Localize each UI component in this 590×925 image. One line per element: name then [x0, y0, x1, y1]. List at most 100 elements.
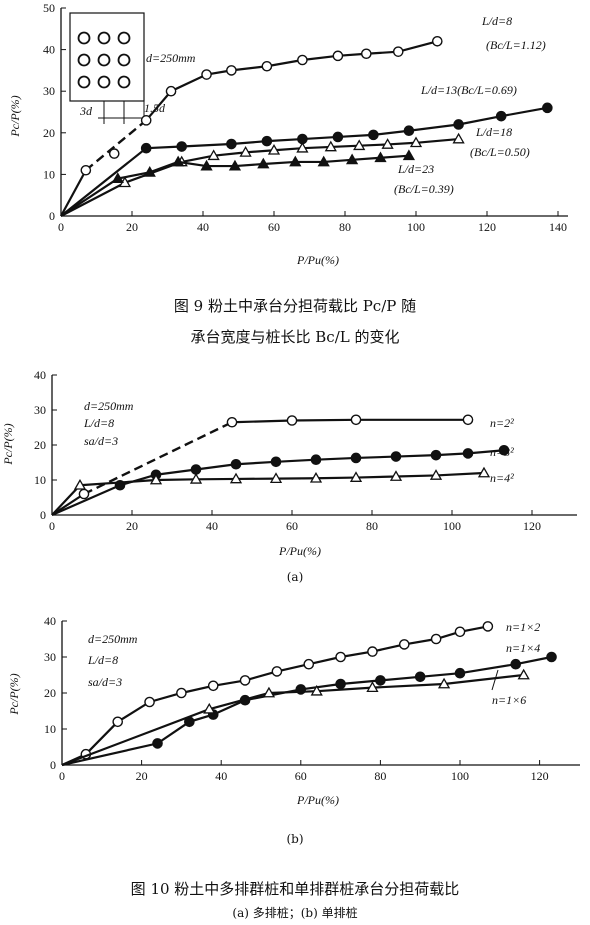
fig9-series-2-point — [381, 138, 394, 149]
fig9-series-2-point — [267, 143, 281, 155]
fig9-series-2-point — [296, 141, 309, 153]
fig9-series-1-point — [495, 110, 507, 122]
fig10b-series-0-point — [176, 687, 187, 699]
fig9-inset-pile-layout: 3d 1.5d d=250mm — [69, 12, 196, 124]
fig10b-y-tick-label: 30 — [44, 650, 56, 664]
fig9-label-ld23-line1: L/d=23 — [397, 162, 434, 176]
fig9-series-2-line — [60, 137, 459, 217]
fig10a-series-2-point — [229, 472, 243, 484]
fig10a-series-2 — [51, 466, 491, 516]
fig9-series-1-point — [368, 129, 379, 141]
fig9-y-tick-label: 40 — [43, 43, 55, 57]
fig10b-series-1-point — [414, 671, 426, 683]
fig10a-y-tick-label: 20 — [34, 438, 46, 452]
fig9-series-1-point — [140, 142, 152, 154]
fig10b-series-0-point — [430, 633, 442, 645]
fig9-series-3 — [60, 149, 416, 217]
fig9-series-0 — [60, 35, 443, 217]
fig10a-series-2-point — [389, 470, 403, 481]
fig10a-x-tick-label: 100 — [443, 519, 461, 533]
fig9-series-0-point — [392, 46, 404, 57]
fig10a-annot-sa: sa/d=3 — [84, 434, 118, 448]
fig9-series-3-point — [289, 155, 302, 167]
fig9-series-2-point — [239, 146, 252, 157]
fig10b-label-1x2: n=1×2 — [506, 620, 540, 634]
fig9-label-ld18-line2: (Bc/L=0.50) — [470, 145, 530, 159]
fig9-series-0-point — [431, 35, 443, 47]
fig9-series-2-point — [409, 136, 423, 148]
fig10b-x-tick-label: 100 — [451, 769, 469, 783]
fig9-series-0-point — [261, 60, 273, 72]
fig10b-series-0-line — [61, 625, 489, 767]
fig9-caption-line2: 承台宽度与桩长比 Bc/L 的变化 — [190, 328, 400, 346]
fig10b-annot-sa: sa/d=3 — [88, 675, 122, 689]
fig9-axes: 0 20 40 60 80 100 120 140 0 10 20 30 40 50 — [43, 1, 568, 234]
fig10a-annot-ld: L/d=8 — [83, 416, 114, 430]
fig10a-series-1-point — [390, 451, 402, 462]
fig10b-series-1-point — [510, 658, 522, 670]
fig10a-y-ticks: 0 10 20 30 40 — [34, 368, 57, 522]
fig9-series-0-point — [332, 50, 344, 62]
fig10a-series-layer — [51, 414, 510, 517]
fig10-caption-main: 图 10 粉土中多排群桩和单排群桩承台分担荷载比 — [130, 880, 460, 898]
fig10b-xlabel: P/Pu(%) — [296, 793, 339, 807]
fig9-x-tick-label: 140 — [549, 220, 567, 234]
fig9-series-1-point — [332, 131, 344, 143]
fig9-series-2-point — [353, 139, 366, 151]
fig10b-series-2-point — [437, 677, 451, 689]
fig9-series-1-point — [453, 119, 464, 130]
fig10a-series-1-point — [430, 449, 442, 461]
fig10a-series-2-point — [309, 471, 323, 483]
fig10b-axes: 0 20 40 60 80 100 120 0 10 20 30 40 — [44, 614, 580, 783]
fig10a-series-0-point — [78, 488, 90, 500]
fig9-series-0-point — [165, 85, 177, 97]
fig10a-series-2-point — [477, 466, 491, 478]
fig9-x-tick-label: 120 — [478, 220, 496, 234]
fig9-xlabel: P/Pu(%) — [296, 253, 339, 267]
inset-box — [69, 12, 145, 102]
fig9-series-0-point — [226, 65, 237, 76]
fig10a-series-2-point — [269, 472, 283, 483]
fig10b-y-tick-label: 40 — [44, 614, 56, 628]
fig10b-ylabel: Pc/P(%) — [7, 673, 21, 715]
fig10b-series-2 — [61, 668, 530, 767]
fig9-series-0-line — [145, 40, 438, 122]
fig9-series-1-point — [403, 125, 415, 137]
fig10a-series-1-point — [498, 444, 510, 456]
fig10a-series-2-point — [189, 472, 203, 484]
fig10a-series-2-point — [149, 473, 163, 485]
fig9-series-0-point — [80, 164, 92, 176]
fig9-series-0-dashed-segment — [85, 119, 147, 172]
fig10a-label-n3: n=3² — [490, 445, 514, 459]
fig9-y-tick-label: 0 — [49, 209, 55, 223]
fig9-y-tick-label: 30 — [43, 84, 55, 98]
fig10b-label-1x4: n=1×4 — [506, 641, 540, 655]
fig9-x-tick-label: 100 — [407, 220, 425, 234]
inset-pile-grid — [77, 31, 131, 89]
fig10b-series-0-point — [398, 639, 410, 650]
fig10a-y-tick-label: 0 — [40, 508, 46, 522]
fig9-series-3-point — [345, 153, 359, 165]
fig10b-series-0-point — [239, 675, 251, 686]
fig10a-x-tick-label: 120 — [523, 519, 541, 533]
fig10b-x-tick-label: 80 — [374, 769, 386, 783]
fig10a-x-tick-label: 20 — [126, 519, 138, 533]
fig10a-ylabel: Pc/P(%) — [1, 423, 15, 465]
fig9-series-1-line — [60, 106, 548, 217]
fig10a-y-tick-label: 40 — [34, 368, 46, 382]
fig9-x-tick-label: 80 — [339, 220, 351, 234]
fig9-y-tick-label: 50 — [43, 1, 55, 15]
fig10a-y-tick-label: 30 — [34, 403, 46, 417]
fig9-series-0-point — [360, 48, 372, 60]
fig9-x-tick-label: 60 — [268, 220, 280, 234]
fig9-series-3-point — [317, 155, 330, 167]
fig9-series-1-point — [542, 102, 553, 114]
fig9-series-2 — [60, 132, 465, 217]
fig10b-y-ticks: 0 10 20 30 40 — [44, 614, 67, 772]
fig10a-x-tick-label: 40 — [206, 519, 218, 533]
fig10b-x-tick-label: 0 — [59, 769, 65, 783]
fig10b-series-0-point — [271, 666, 283, 677]
fig10b-y-tick-label: 0 — [50, 758, 56, 772]
fig10a-series-0-point — [350, 414, 362, 426]
fig9-series-3-point — [374, 151, 387, 163]
